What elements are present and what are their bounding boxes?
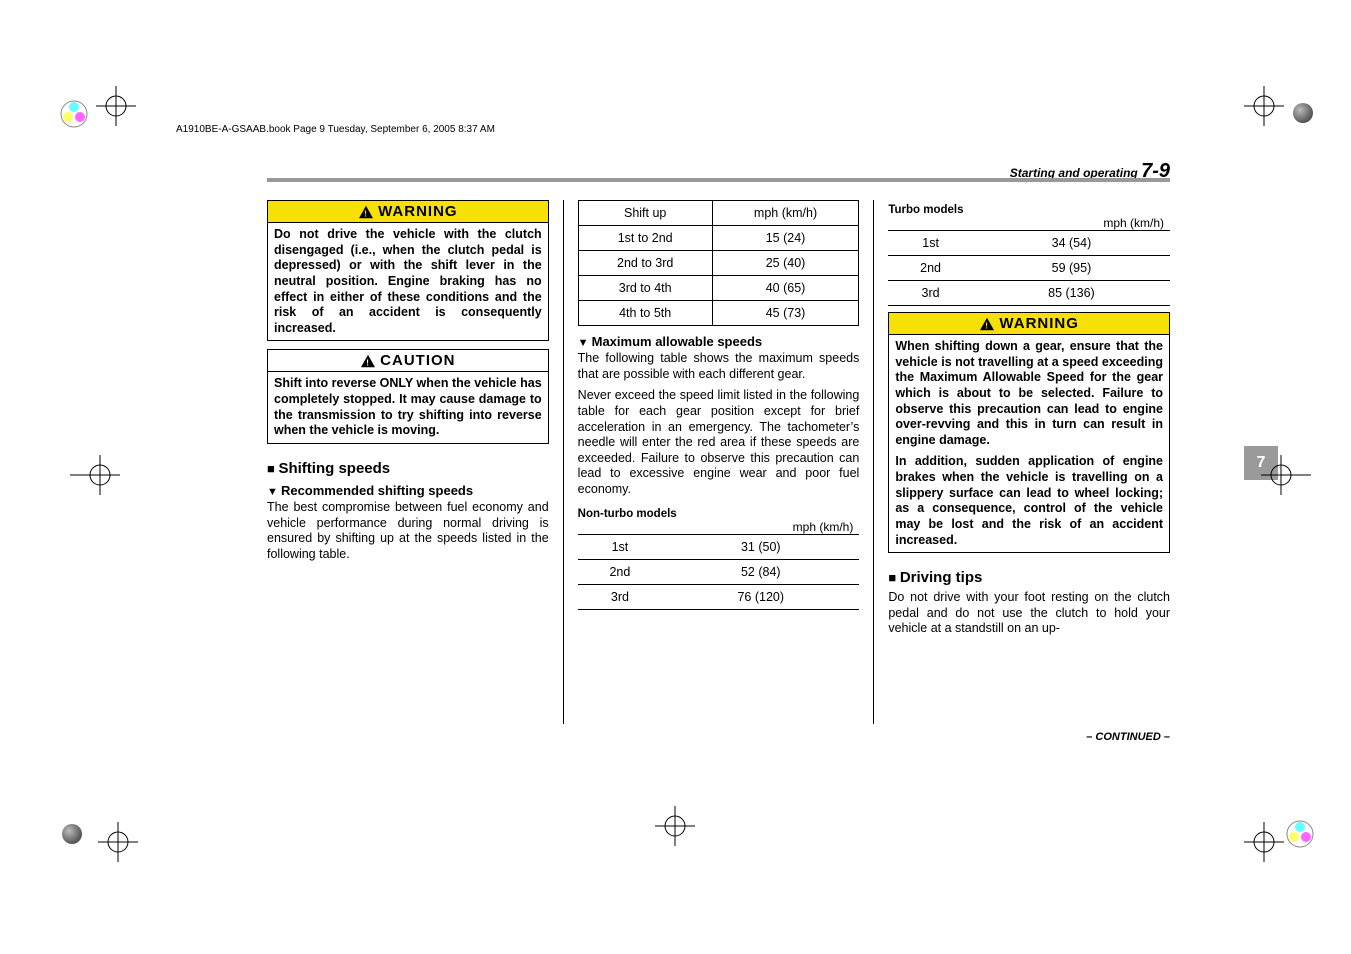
registration-mark-icon [1261,455,1311,495]
column-separator-1 [563,200,564,724]
heading-driving-tips: Driving tips [888,569,1170,586]
table-row: 3rd to 4th40 (65) [578,276,859,301]
turbo-label: Turbo models [888,204,1170,216]
turbo-table: 1st34 (54) 2nd59 (95) 3rd85 (136) [888,230,1170,306]
table-cell: 15 (24) [712,226,859,251]
paragraph-driving: Do not drive with your foot resting on t… [888,590,1170,637]
svg-text:!: ! [366,358,370,368]
warning-label: WARNING [378,203,458,220]
registration-mark-icon [655,806,695,846]
warning-body: Do not drive the vehicle with the clutch… [268,223,548,340]
column-1: ! WARNING Do not drive the vehicle with … [267,200,549,724]
table-row: 2nd52 (84) [578,559,860,584]
table-cell: 3rd to 4th [578,276,712,301]
table-cell: 25 (40) [712,251,859,276]
page-columns: ! WARNING Do not drive the vehicle with … [267,200,1170,724]
table-cell: 1st to 2nd [578,226,712,251]
corner-dot-icon [1293,103,1313,123]
table-row: Shift upmph (km/h) [578,201,859,226]
color-rosette-icon [60,100,88,128]
nonturbo-table: 1st31 (50) 2nd52 (84) 3rd76 (120) [578,534,860,610]
warning-body-2: When shifting down a gear, ensure that t… [889,335,1169,552]
table-cell: 1st [888,231,973,256]
nonturbo-label: Non-turbo models [578,508,860,520]
table-cell: 3rd [888,281,973,306]
table-cell: 34 (54) [973,231,1170,256]
warning-title-2: ! WARNING [889,313,1169,335]
table-row: 2nd59 (95) [888,256,1170,281]
table-cell: 31 (50) [662,534,859,559]
registration-mark-icon [70,455,120,495]
caution-title: ! CAUTION [268,350,548,372]
table-row: 1st to 2nd15 (24) [578,226,859,251]
unit-label: mph (km/h) [578,520,860,534]
registration-mark-icon [1244,822,1284,862]
table-cell: 1st [578,534,663,559]
warning-label-2: WARNING [999,315,1079,332]
shift-up-table: Shift upmph (km/h) 1st to 2nd15 (24) 2nd… [578,200,860,326]
continued-label: – CONTINUED – [1086,731,1170,743]
table-cell: 85 (136) [973,281,1170,306]
paragraph-max1: The following table shows the maximum sp… [578,351,860,382]
warning-icon: ! [979,315,995,332]
warning-box-1: ! WARNING Do not drive the vehicle with … [267,200,549,341]
table-cell: 40 (65) [712,276,859,301]
registration-mark-icon [1244,86,1284,126]
color-rosette-icon [1286,820,1314,848]
table-cell: 45 (73) [712,301,859,326]
caution-text: Shift into reverse ONLY when the vehicle… [274,376,542,439]
table-row: 1st31 (50) [578,534,860,559]
corner-dot-icon [62,824,82,844]
paragraph-max2: Never exceed the speed limit listed in t… [578,388,860,497]
caution-body: Shift into reverse ONLY when the vehicle… [268,372,548,443]
table-row: 3rd76 (120) [578,584,860,609]
column-separator-2 [873,200,874,724]
warning-icon: ! [358,203,374,220]
caution-icon: ! [360,352,376,369]
caution-label: CAUTION [380,352,455,369]
print-file-header: A1910BE-A-GSAAB.book Page 9 Tuesday, Sep… [176,124,495,135]
table-cell: 59 (95) [973,256,1170,281]
table-cell: 4th to 5th [578,301,712,326]
table-cell: 3rd [578,584,663,609]
table-cell: 52 (84) [662,559,859,584]
warning-title: ! WARNING [268,201,548,223]
heading-recommended: Recommended shifting speeds [267,483,549,498]
table-cell: mph (km/h) [712,201,859,226]
heading-max-speeds: Maximum allowable speeds [578,334,860,349]
svg-text:!: ! [986,321,990,331]
table-row: 2nd to 3rd25 (40) [578,251,859,276]
registration-mark-icon [96,86,136,126]
table-cell: 2nd [578,559,663,584]
svg-text:!: ! [364,209,368,219]
warning-text: In addition, sudden application of engin… [895,454,1163,548]
column-3: Turbo models mph (km/h) 1st34 (54) 2nd59… [888,200,1170,724]
warning-text: When shifting down a gear, ensure that t… [895,339,1163,448]
table-cell: 2nd to 3rd [578,251,712,276]
header-rule [267,178,1170,182]
registration-mark-icon [98,822,138,862]
table-cell: 2nd [888,256,973,281]
caution-box: ! CAUTION Shift into reverse ONLY when t… [267,349,549,444]
table-cell: Shift up [578,201,712,226]
paragraph-recommended: The best compromise between fuel economy… [267,500,549,563]
column-2: Shift upmph (km/h) 1st to 2nd15 (24) 2nd… [578,200,860,724]
heading-shifting-speeds: Shifting speeds [267,460,549,477]
warning-text: Do not drive the vehicle with the clutch… [274,227,542,336]
table-row: 4th to 5th45 (73) [578,301,859,326]
warning-box-2: ! WARNING When shifting down a gear, ens… [888,312,1170,553]
table-row: 3rd85 (136) [888,281,1170,306]
unit-label-2: mph (km/h) [888,216,1170,230]
table-cell: 76 (120) [662,584,859,609]
table-row: 1st34 (54) [888,231,1170,256]
